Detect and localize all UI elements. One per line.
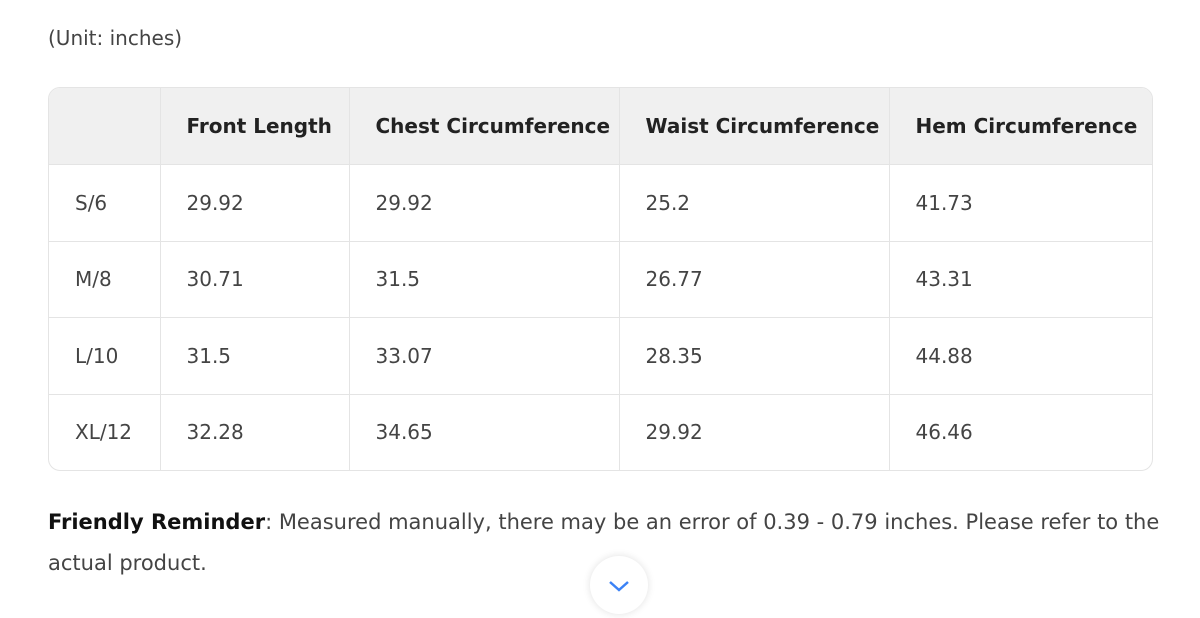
chevron xyxy=(609,581,629,592)
scroll-button[interactable] xyxy=(590,556,648,614)
reminder: Friendly Reminder: Measured manually, th… xyxy=(48,502,1178,584)
page: (Unit: inches) Front Length Chest Circumf… xyxy=(48,26,1178,592)
value-cell: 26.77 xyxy=(618,240,889,318)
value-cell: 33.07 xyxy=(348,317,619,394)
reminder-label: Friendly Reminder xyxy=(48,510,266,534)
header-cell: Hem Circumference xyxy=(888,88,1152,165)
value-cell: 34.65 xyxy=(348,393,619,470)
value-cell: 30.71 xyxy=(159,240,349,318)
table-row: M/8 30.71 31.5 26.77 43.31 xyxy=(49,240,1152,318)
table-body: S/6 29.92 29.92 25.2 41.73 M/8 30.71 31.5 26.77 4… xyxy=(49,164,1152,470)
header-row: Front Length Chest Circumference Waist Cir… xyxy=(49,88,1152,165)
header-cell: Waist Circumference xyxy=(618,88,889,165)
value-cell: 31.5 xyxy=(159,317,349,394)
value-cell: 31.5 xyxy=(348,240,619,318)
value-cell: 41.73 xyxy=(888,164,1152,241)
size-cell: S/6 xyxy=(49,164,160,241)
table-row: L/10 31.5 33.07 28.35 44.88 xyxy=(49,317,1152,394)
value-cell: 46.46 xyxy=(888,393,1152,470)
value-cell: 43.31 xyxy=(888,240,1152,318)
table-row: S/6 29.92 29.92 25.2 41.73 xyxy=(49,164,1152,241)
value-cell: 29.92 xyxy=(159,164,349,241)
table-row: XL/12 32.28 34.65 29.92 46.46 xyxy=(49,393,1152,470)
size-table: Front Length Chest Circumference Waist Cir… xyxy=(48,87,1153,471)
reminder-text: : Measured manually, there may be an err… xyxy=(48,510,1160,575)
value-cell: 32.28 xyxy=(159,393,349,470)
size-cell: XL/12 xyxy=(49,393,160,470)
table: Front Length Chest Circumference Waist Cir… xyxy=(49,88,1152,470)
header-cell: Chest Circumference xyxy=(348,88,619,165)
value-cell: 44.88 xyxy=(888,317,1152,394)
header-cell: Front Length xyxy=(159,88,349,165)
chevron-icon xyxy=(609,581,629,592)
header-cell xyxy=(49,88,160,165)
value-cell: 28.35 xyxy=(618,317,889,394)
value-cell: 29.92 xyxy=(348,164,619,241)
value-cell: 29.92 xyxy=(618,393,889,470)
value-cell: 25.2 xyxy=(618,164,889,241)
table-head: Front Length Chest Circumference Waist Cir… xyxy=(49,88,1152,165)
size-cell: M/8 xyxy=(49,240,160,318)
size-cell: L/10 xyxy=(49,317,160,394)
unit-note: (Unit: inches) xyxy=(48,26,183,50)
